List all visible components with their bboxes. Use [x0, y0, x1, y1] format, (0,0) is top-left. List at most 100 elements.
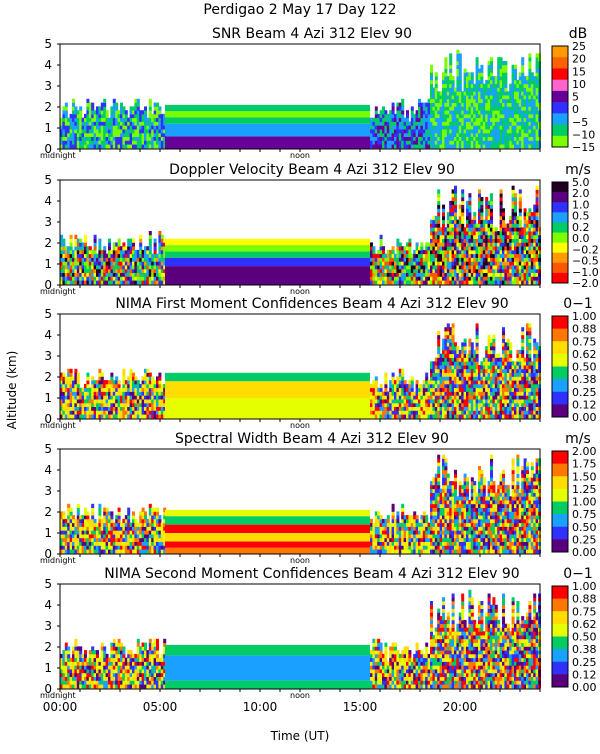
- data-cell: [454, 186, 457, 190]
- data-cell: [79, 239, 82, 243]
- data-cell: [490, 212, 493, 216]
- data-cell: [70, 369, 73, 373]
- data-cell: [528, 208, 531, 212]
- stripe-band: [165, 251, 370, 257]
- data-cell: [65, 110, 68, 114]
- stripe-band: [165, 111, 370, 117]
- data-cell: [502, 220, 505, 224]
- colorbar-swatch: [552, 202, 568, 213]
- data-cell: [528, 57, 531, 61]
- data-cell: [435, 72, 438, 76]
- x-axis-label: Time (UT): [270, 729, 330, 743]
- data-cell: [115, 106, 118, 110]
- data-cell: [411, 380, 414, 384]
- data-cell: [504, 76, 507, 80]
- data-cell: [408, 246, 411, 250]
- colorbar-swatch: [552, 192, 568, 203]
- data-cell: [449, 61, 452, 65]
- colorbar-label: −2.0: [572, 277, 599, 290]
- data-cell: [452, 84, 455, 88]
- data-cell: [485, 197, 488, 201]
- data-cell: [65, 114, 68, 118]
- data-cell: [444, 72, 447, 76]
- data-cell: [442, 224, 445, 228]
- data-cell: [84, 242, 87, 246]
- data-cell: [528, 65, 531, 69]
- data-cell: [492, 346, 495, 350]
- data-cell: [77, 376, 80, 380]
- data-cell: [464, 342, 467, 346]
- data-cell: [536, 216, 539, 220]
- data-cell: [478, 193, 481, 197]
- data-cell: [459, 57, 462, 61]
- data-cell: [98, 369, 101, 373]
- data-cell: [86, 376, 89, 380]
- data-cell: [521, 57, 524, 61]
- data-cell: [113, 99, 116, 103]
- data-cell: [461, 205, 464, 209]
- figure-title: Perdigao 2 May 17 Day 122: [203, 2, 396, 18]
- data-cell: [519, 224, 522, 228]
- data-cell: [158, 106, 161, 110]
- data-cell: [504, 69, 507, 73]
- data-cell: [77, 373, 80, 377]
- colorbar-label: 20: [572, 53, 586, 66]
- noon-label: noon: [290, 151, 310, 160]
- data-cell: [384, 376, 387, 380]
- data-cell: [504, 72, 507, 76]
- y-tick-label: 4: [44, 58, 52, 72]
- data-cell: [519, 193, 522, 197]
- data-cell: [461, 220, 464, 224]
- data-cell: [149, 373, 152, 377]
- data-cell: [509, 358, 512, 362]
- data-cell: [122, 106, 125, 110]
- data-cell: [480, 69, 483, 73]
- data-cell: [72, 103, 75, 107]
- colorbar-label: 0: [572, 103, 579, 116]
- data-cell: [536, 224, 539, 228]
- data-cell: [401, 114, 404, 118]
- data-cell: [375, 380, 378, 384]
- data-cell: [149, 106, 152, 110]
- data-cell: [456, 346, 459, 350]
- data-cell: [504, 65, 507, 69]
- data-cell: [430, 80, 433, 84]
- data-cell: [411, 388, 414, 392]
- data-cell: [521, 339, 524, 343]
- data-cell: [382, 246, 385, 250]
- data-cell: [384, 380, 387, 384]
- data-cell: [519, 220, 522, 224]
- data-cell: [447, 323, 450, 327]
- data-cell: [490, 197, 493, 201]
- data-cell: [461, 197, 464, 201]
- data-cell: [79, 114, 82, 118]
- data-cell: [406, 110, 409, 114]
- data-cell: [437, 212, 440, 216]
- data-cell: [514, 197, 517, 201]
- data-cell: [454, 201, 457, 205]
- data-cell: [408, 239, 411, 243]
- data-cell: [452, 80, 455, 84]
- data-cell: [490, 57, 493, 61]
- data-cell: [459, 53, 462, 57]
- stripe-band: [165, 266, 370, 285]
- data-cell: [531, 72, 534, 76]
- data-cell: [110, 373, 113, 377]
- data-cell: [106, 110, 109, 114]
- data-cell: [490, 193, 493, 197]
- data-cell: [392, 110, 395, 114]
- data-cell: [70, 235, 73, 239]
- data-cell: [444, 69, 447, 73]
- data-cell: [380, 235, 383, 239]
- data-cell: [459, 69, 462, 73]
- data-cell: [84, 235, 87, 239]
- data-cell: [536, 201, 539, 205]
- data-cell: [473, 216, 476, 220]
- data-cell: [435, 76, 438, 80]
- data-cell: [392, 246, 395, 250]
- data-cell: [492, 350, 495, 354]
- y-tick-label: 3: [44, 215, 52, 229]
- data-cell: [86, 373, 89, 377]
- data-cell: [461, 224, 464, 228]
- data-cell: [495, 227, 498, 231]
